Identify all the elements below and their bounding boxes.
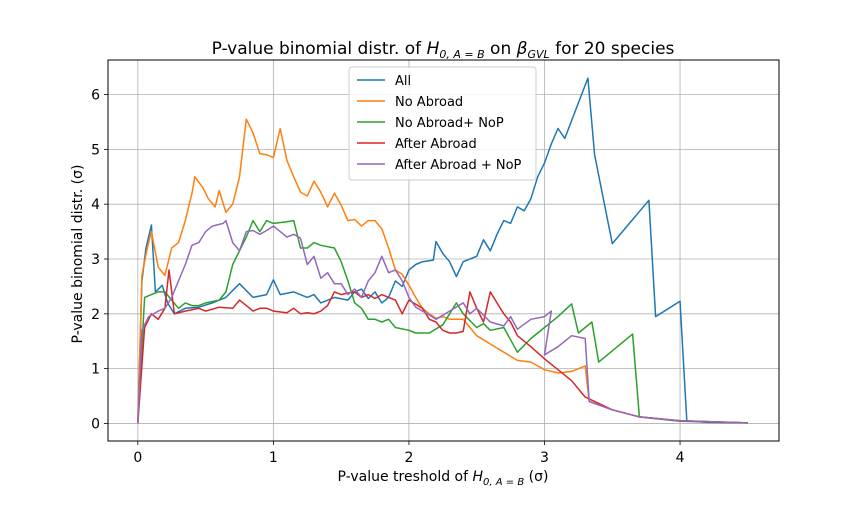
chart-title: P-value binomial distr. of H0, A = B on … bbox=[212, 39, 675, 61]
y-tick-label: 4 bbox=[91, 197, 100, 213]
series-line-2 bbox=[137, 219, 748, 424]
series-line-3 bbox=[137, 269, 748, 424]
series-line-4 bbox=[137, 219, 748, 424]
y-axis-label: P-value binomial distr. (σ) bbox=[70, 165, 86, 344]
x-tick-label: 3 bbox=[540, 450, 549, 466]
y-tick-label: 2 bbox=[91, 307, 100, 323]
y-tick-label: 6 bbox=[91, 88, 100, 104]
legend-box bbox=[348, 66, 537, 181]
axis-ticks: 0 1 2 3 4 0 1 2 3 4 5 6 bbox=[91, 88, 685, 466]
x-axis-label: P-value treshold of H0, A = B (σ) bbox=[338, 469, 549, 488]
series-line-1 bbox=[137, 118, 748, 424]
legend: All No Abroad No Abroad+ NoP After Abroad Af… bbox=[348, 66, 537, 181]
y-tick-label: 5 bbox=[91, 142, 100, 158]
x-tick-label: 2 bbox=[404, 450, 413, 466]
plot-frame bbox=[107, 59, 780, 442]
legend-label: All bbox=[395, 74, 411, 89]
legend-label: No Abroad bbox=[395, 95, 463, 110]
legend-label: No Abroad+ NoP bbox=[395, 116, 504, 131]
y-tick-label: 0 bbox=[91, 416, 100, 432]
x-tick-label: 4 bbox=[676, 450, 685, 466]
x-tick-label: 1 bbox=[269, 450, 278, 466]
x-tick-label: 0 bbox=[133, 450, 142, 466]
y-tick-label: 1 bbox=[91, 362, 100, 378]
series-lines bbox=[137, 77, 748, 424]
legend-label: After Abroad bbox=[395, 137, 477, 152]
y-tick-label: 3 bbox=[91, 252, 100, 268]
legend-label: After Abroad + NoP bbox=[395, 158, 522, 173]
